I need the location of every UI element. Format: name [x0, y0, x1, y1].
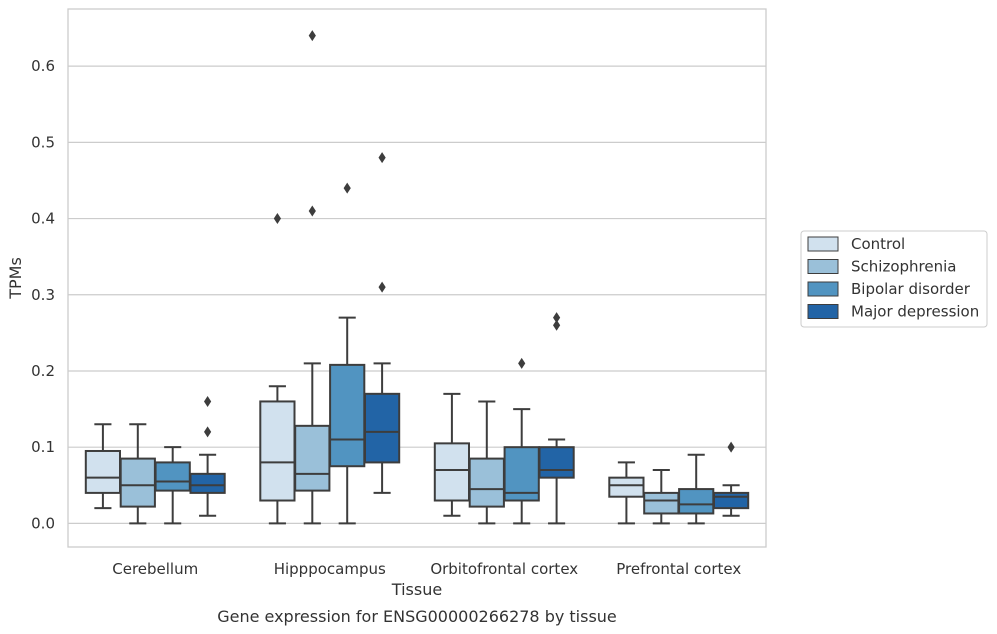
- y-tick-label: 0.3: [31, 286, 55, 304]
- legend-swatch: [807, 259, 839, 274]
- flier-point: [343, 182, 351, 194]
- box-0-1: [119, 423, 156, 525]
- legend-swatch: [807, 236, 839, 252]
- box-0-2: [154, 446, 191, 525]
- flier-point: [378, 152, 386, 164]
- y-tick-label: 0.2: [31, 362, 55, 380]
- box-body: [259, 400, 296, 502]
- box-2-1: [468, 400, 505, 525]
- box-body: [363, 392, 401, 464]
- flier-point: [204, 395, 212, 407]
- y-tick-label: 0.4: [31, 210, 55, 228]
- box-body: [503, 446, 540, 502]
- box-1-0: [259, 213, 296, 525]
- legend-frame: [800, 230, 988, 328]
- box-1-2: [329, 182, 366, 525]
- box-body: [468, 457, 505, 508]
- flier-point: [727, 441, 735, 453]
- box-body: [329, 363, 366, 468]
- box-body: [608, 476, 645, 498]
- y-tick-labels: 0.0 0.1 0.2 0.3 0.4 0.5 0.6: [31, 57, 55, 532]
- legend: Control Schizophrenia Bipolar disorder Majo…: [800, 230, 988, 328]
- box-body: [712, 491, 750, 510]
- y-tick-label: 0.5: [31, 133, 55, 151]
- box-2-2: [503, 357, 540, 525]
- box-2-0: [433, 392, 471, 517]
- box-body: [154, 461, 191, 492]
- box-0-0: [84, 423, 122, 510]
- box-body: [678, 488, 715, 515]
- x-tick-label: Hipppocampus: [274, 560, 386, 578]
- flier-point: [273, 213, 281, 225]
- legend-swatch: [807, 281, 839, 297]
- x-tick-label: Orbitofrontal cortex: [430, 560, 578, 578]
- y-tick-label: 0.0: [31, 514, 55, 532]
- flier-point: [308, 205, 316, 217]
- chart-caption: Gene expression for ENSG00000266278 by t…: [217, 607, 617, 626]
- legend-label: Control: [851, 235, 905, 253]
- box-body: [294, 424, 331, 492]
- y-axis-label: TPMs: [6, 257, 25, 300]
- flier-point: [553, 319, 561, 331]
- x-tick-label: Cerebellum: [112, 560, 198, 578]
- y-tick-label: 0.6: [31, 57, 55, 75]
- plot-area-frame: [67, 8, 767, 548]
- box-body: [189, 472, 226, 494]
- legend-label: Major depression: [851, 303, 979, 321]
- box-body: [538, 446, 575, 479]
- box-3-1: [643, 469, 680, 525]
- box-body: [119, 457, 156, 508]
- box-0-3: [189, 395, 226, 517]
- y-tick-label: 0.1: [31, 438, 55, 456]
- legend-swatch: [807, 304, 839, 319]
- box-body: [433, 442, 471, 502]
- flier-point: [204, 426, 212, 438]
- x-axis-label: Tissue: [391, 580, 442, 599]
- y-gridlines: [68, 65, 766, 524]
- box-groups: [84, 30, 750, 525]
- flier-point: [308, 30, 316, 42]
- box-body: [643, 491, 680, 515]
- box-1-1: [294, 30, 331, 525]
- box-1-3: [363, 152, 401, 494]
- box-3-3: [712, 441, 750, 517]
- legend-label: Bipolar disorder: [851, 280, 971, 298]
- legend-label: Schizophrenia: [851, 258, 956, 276]
- x-tick-labels: Cerebellum Hipppocampus Orbitofrontal cort…: [112, 560, 741, 578]
- flier-point: [553, 312, 561, 324]
- box-2-3: [538, 312, 575, 525]
- box-body: [84, 449, 122, 494]
- box-3-0: [608, 461, 645, 525]
- box-3-2: [678, 453, 715, 525]
- flier-point: [518, 357, 526, 369]
- x-tick-label: Prefrontal cortex: [616, 560, 741, 578]
- flier-point: [378, 281, 386, 293]
